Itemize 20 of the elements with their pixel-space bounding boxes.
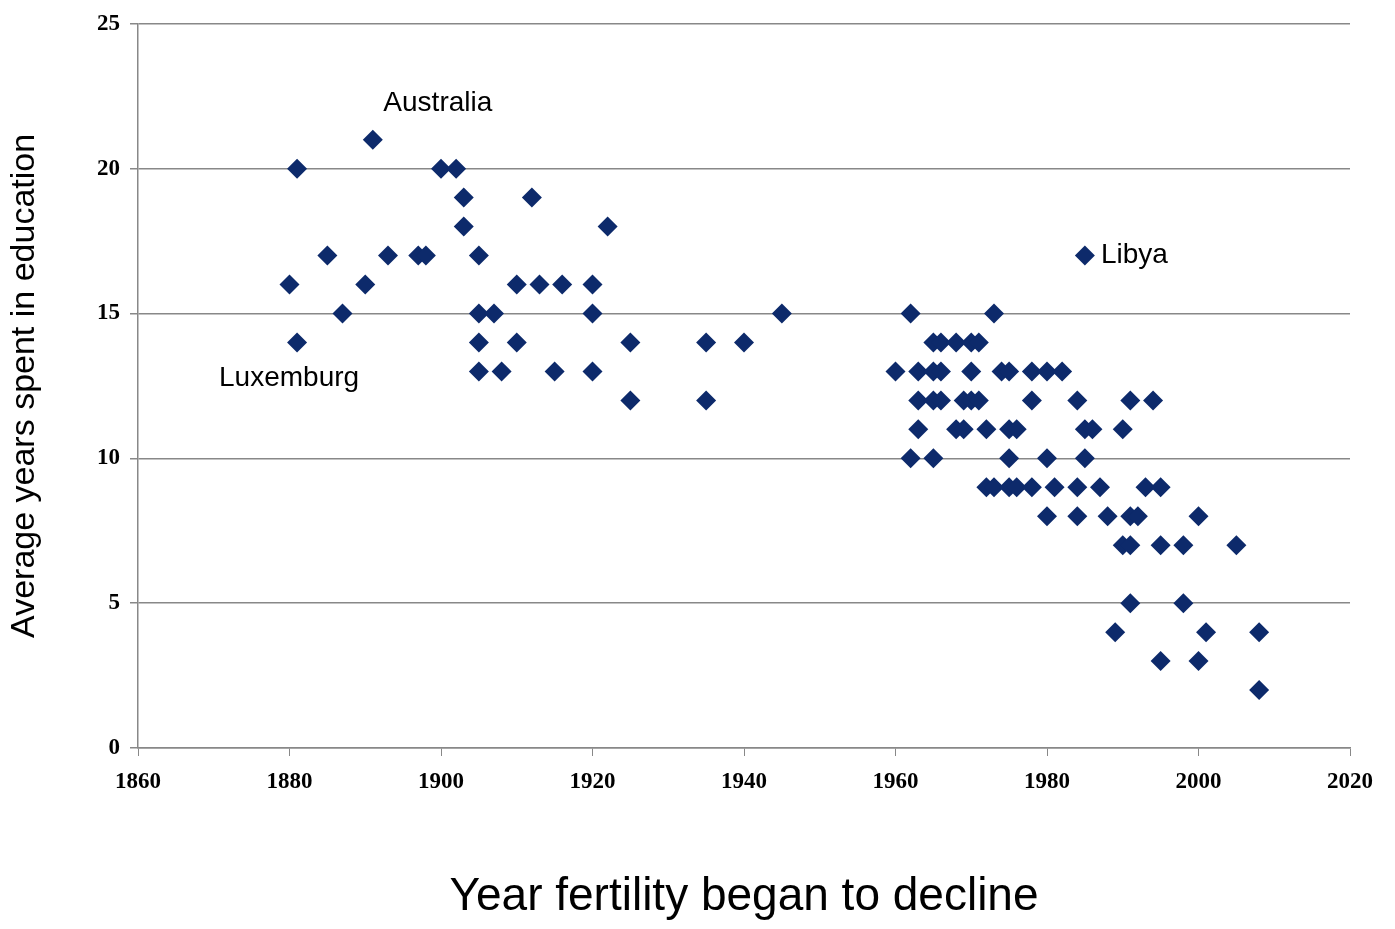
x-axis-title: Year fertility began to decline — [449, 868, 1039, 921]
x-tick-label: 1980 — [1024, 767, 1070, 793]
x-tick-label: 2020 — [1327, 767, 1373, 793]
y-tick-label: 15 — [97, 299, 120, 325]
annotation: Australia — [383, 86, 493, 118]
y-tick-label: 0 — [108, 733, 120, 759]
x-tick-label: 1920 — [569, 767, 616, 793]
y-axis-title: Average years spent in education — [2, 133, 41, 638]
y-tick-label: 5 — [108, 589, 120, 615]
x-tick-label: 1900 — [418, 767, 464, 793]
annotation: Libya — [1100, 238, 1169, 270]
annotation: Luxemburg — [219, 361, 360, 393]
y-tick-label: 10 — [97, 444, 120, 470]
y-tick-label: 20 — [97, 154, 120, 180]
y-tick-label: 25 — [97, 9, 120, 35]
x-tick-label: 1860 — [115, 767, 161, 793]
x-tick-label: 1960 — [872, 767, 919, 793]
x-tick-label: 2000 — [1175, 767, 1222, 793]
x-tick-label: 1880 — [266, 767, 313, 793]
x-tick-label: 1940 — [721, 767, 767, 793]
